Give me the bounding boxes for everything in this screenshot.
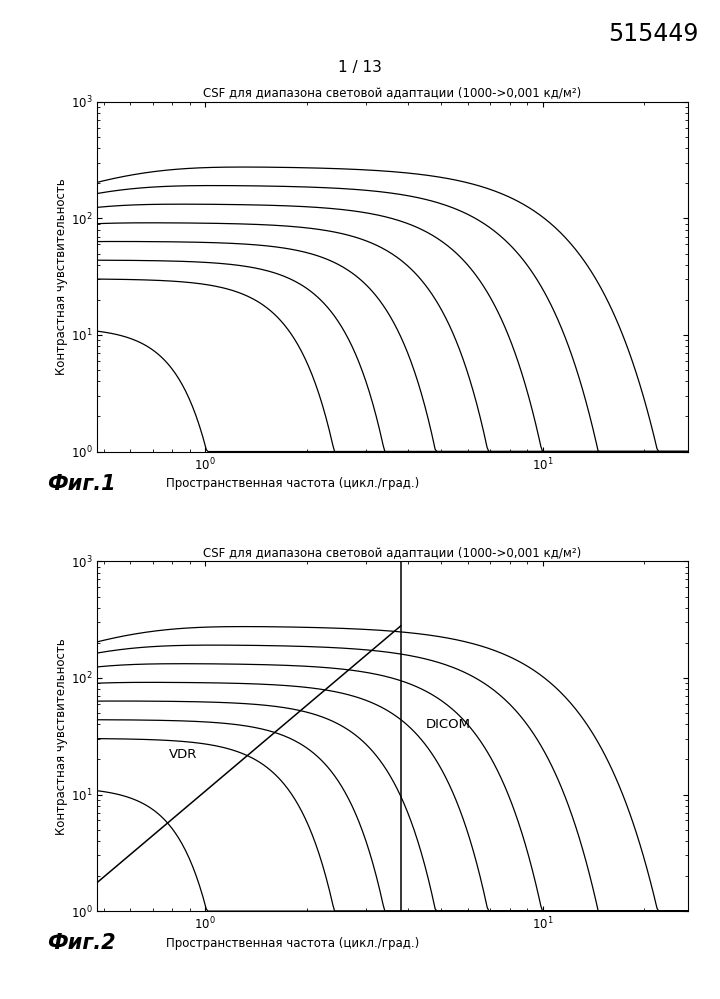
Text: Фиг.1: Фиг.1 (47, 474, 115, 494)
Title: CSF для диапазона световой адаптации (1000->0,001 кд/м²): CSF для диапазона световой адаптации (10… (203, 545, 582, 558)
Text: VDR: VDR (168, 748, 197, 761)
Text: Пространственная частота (цикл./град.): Пространственная частота (цикл./град.) (166, 477, 419, 491)
Text: Пространственная частота (цикл./град.): Пространственная частота (цикл./град.) (166, 936, 419, 950)
Y-axis label: Контрастная чувствительность: Контрастная чувствительность (55, 638, 68, 834)
Title: CSF для диапазона световой адаптации (1000->0,001 кд/м²): CSF для диапазона световой адаптации (10… (203, 86, 582, 99)
Y-axis label: Контрастная чувствительность: Контрастная чувствительность (55, 179, 68, 375)
Text: 1 / 13: 1 / 13 (338, 60, 382, 75)
Text: 515449: 515449 (608, 22, 698, 46)
Text: DICOM: DICOM (426, 718, 471, 731)
Text: Фиг.2: Фиг.2 (47, 933, 115, 953)
